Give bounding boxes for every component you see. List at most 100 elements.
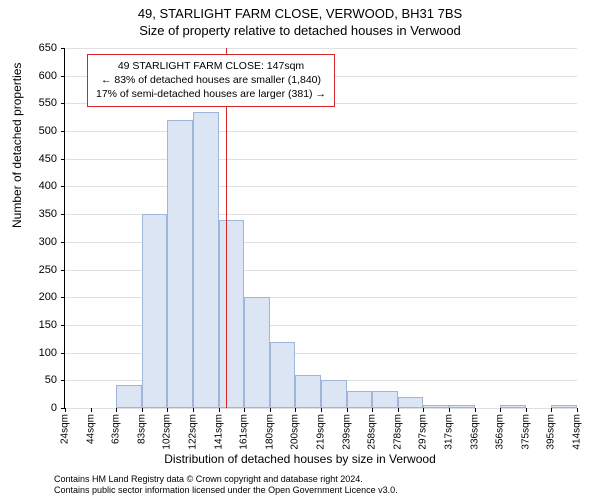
gridline (65, 159, 577, 160)
histogram-bar (398, 397, 424, 408)
footer-line: Contains HM Land Registry data © Crown c… (54, 474, 398, 485)
histogram-bar (551, 405, 577, 408)
annotation-box: 49 STARLIGHT FARM CLOSE: 147sqm← 83% of … (87, 54, 335, 107)
xtick-label: 200sqm (290, 414, 301, 450)
ytick-mark (61, 242, 65, 243)
ytick-mark (61, 186, 65, 187)
ytick-mark (61, 214, 65, 215)
xtick-mark (372, 408, 373, 412)
chart-area: 0501001502002503003504004505005506006502… (64, 48, 576, 408)
xtick-mark (347, 408, 348, 412)
xtick-mark (193, 408, 194, 412)
footer-line: Contains public sector information licen… (54, 485, 398, 496)
ytick-label: 300 (17, 236, 57, 248)
xtick-mark (551, 408, 552, 412)
xtick-label: 161sqm (239, 414, 250, 450)
xtick-label: 180sqm (264, 414, 275, 450)
ytick-label: 550 (17, 97, 57, 109)
ytick-mark (61, 103, 65, 104)
ytick-label: 350 (17, 208, 57, 220)
xtick-label: 141sqm (213, 414, 224, 450)
xtick-mark (142, 408, 143, 412)
ytick-mark (61, 325, 65, 326)
xtick-label: 24sqm (60, 414, 71, 444)
ytick-mark (61, 353, 65, 354)
histogram-bar (449, 405, 475, 408)
ytick-label: 250 (17, 264, 57, 276)
ytick-mark (61, 159, 65, 160)
plot-region: 0501001502002503003504004505005506006502… (64, 48, 577, 409)
histogram-bar (500, 405, 526, 408)
xtick-label: 122sqm (188, 414, 199, 450)
xtick-label: 102sqm (162, 414, 173, 450)
histogram-bar (423, 405, 449, 408)
histogram-bar (116, 385, 142, 408)
histogram-bar (167, 120, 193, 408)
footer-attribution: Contains HM Land Registry data © Crown c… (54, 474, 398, 496)
histogram-bar (372, 391, 398, 408)
ytick-mark (61, 380, 65, 381)
xtick-mark (219, 408, 220, 412)
ytick-label: 100 (17, 347, 57, 359)
histogram-bar (193, 112, 219, 408)
xtick-label: 83sqm (136, 414, 147, 444)
xtick-label: 336sqm (469, 414, 480, 450)
chart-container: 49, STARLIGHT FARM CLOSE, VERWOOD, BH31 … (0, 0, 600, 500)
gridline (65, 186, 577, 187)
y-axis-label: Number of detached properties (10, 63, 24, 228)
xtick-mark (423, 408, 424, 412)
annotation-line: 49 STARLIGHT FARM CLOSE: 147sqm (96, 59, 326, 73)
ytick-mark (61, 76, 65, 77)
ytick-label: 450 (17, 153, 57, 165)
xtick-label: 239sqm (341, 414, 352, 450)
ytick-label: 200 (17, 291, 57, 303)
xtick-label: 297sqm (418, 414, 429, 450)
histogram-bar (219, 220, 245, 408)
xtick-mark (295, 408, 296, 412)
ytick-label: 650 (17, 42, 57, 54)
xtick-label: 395sqm (546, 414, 557, 450)
xtick-label: 219sqm (316, 414, 327, 450)
xtick-mark (91, 408, 92, 412)
ytick-label: 400 (17, 180, 57, 192)
xtick-mark (449, 408, 450, 412)
histogram-bar (347, 391, 373, 408)
x-axis-label: Distribution of detached houses by size … (0, 452, 600, 466)
xtick-label: 317sqm (444, 414, 455, 450)
xtick-mark (398, 408, 399, 412)
xtick-mark (577, 408, 578, 412)
annotation-line: 17% of semi-detached houses are larger (… (96, 87, 326, 101)
xtick-label: 258sqm (367, 414, 378, 450)
gridline (65, 48, 577, 49)
histogram-bar (270, 342, 296, 408)
ytick-label: 0 (17, 402, 57, 414)
title-address: 49, STARLIGHT FARM CLOSE, VERWOOD, BH31 … (0, 0, 600, 21)
ytick-label: 500 (17, 125, 57, 137)
xtick-label: 356sqm (495, 414, 506, 450)
ytick-mark (61, 48, 65, 49)
histogram-bar (321, 380, 347, 408)
ytick-mark (61, 131, 65, 132)
annotation-line: ← 83% of detached houses are smaller (1,… (96, 73, 326, 87)
gridline (65, 131, 577, 132)
xtick-label: 278sqm (392, 414, 403, 450)
xtick-mark (244, 408, 245, 412)
histogram-bar (244, 297, 270, 408)
xtick-mark (526, 408, 527, 412)
xtick-label: 44sqm (85, 414, 96, 444)
ytick-label: 150 (17, 319, 57, 331)
xtick-mark (475, 408, 476, 412)
ytick-label: 600 (17, 70, 57, 82)
ytick-label: 50 (17, 374, 57, 386)
xtick-label: 63sqm (111, 414, 122, 444)
xtick-label: 414sqm (572, 414, 583, 450)
histogram-bar (142, 214, 168, 408)
xtick-mark (65, 408, 66, 412)
xtick-label: 375sqm (520, 414, 531, 450)
ytick-mark (61, 270, 65, 271)
ytick-mark (61, 297, 65, 298)
xtick-mark (321, 408, 322, 412)
xtick-mark (500, 408, 501, 412)
xtick-mark (270, 408, 271, 412)
title-subtitle: Size of property relative to detached ho… (0, 21, 600, 38)
